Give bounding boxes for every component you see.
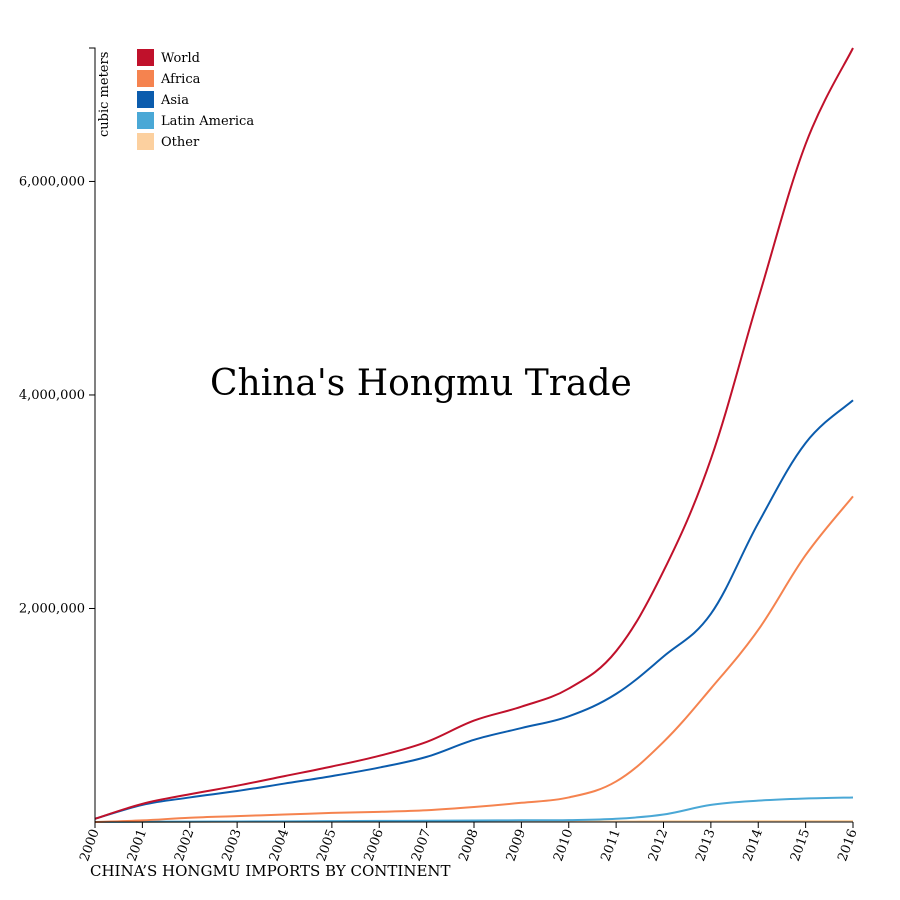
x-tick-label: 2006	[362, 827, 387, 863]
series-layer	[94, 47, 854, 823]
x-tick-label: 2000	[77, 827, 102, 863]
legend-swatch	[137, 133, 154, 150]
x-ticks: 2000 2001 2002 2003 2004 2005 2006 2007 2008 2009…	[77, 822, 861, 863]
x-tick-label: 2001	[125, 827, 150, 863]
y-ticks: 2,000,000 4,000,000 6,000,000	[19, 174, 95, 616]
x-axis-label: CHINA’S HONGMU IMPORTS BY CONTINENT	[90, 862, 451, 880]
legend-label: World	[161, 51, 200, 66]
series-line-world	[94, 47, 854, 820]
x-tick-label: 2007	[409, 827, 434, 863]
x-tick-label: 2015	[788, 827, 813, 863]
series-line-africa	[94, 495, 854, 823]
x-tick-label: 2014	[741, 827, 766, 863]
y-tick-label: 4,000,000	[19, 388, 85, 403]
x-tick-label: 2010	[551, 827, 576, 863]
x-tick-label: 2005	[314, 827, 339, 863]
chart-title: China's Hongmu Trade	[210, 363, 632, 404]
legend-label: Asia	[160, 93, 189, 108]
y-tick-label: 2,000,000	[19, 601, 85, 616]
series-line-latin-america	[94, 796, 854, 823]
x-tick-label: 2002	[172, 827, 197, 863]
legend-swatch	[137, 49, 154, 66]
y-axis-label: cubic meters	[97, 52, 112, 137]
x-tick-label: 2011	[598, 827, 623, 863]
legend: World Africa Asia Latin America Other	[137, 49, 254, 150]
x-tick-label: 2016	[835, 827, 860, 863]
x-tick-label: 2004	[267, 827, 292, 863]
x-tick-label: 2009	[504, 827, 529, 863]
legend-swatch	[137, 91, 154, 108]
legend-swatch	[137, 112, 154, 129]
legend-label: Africa	[160, 72, 201, 87]
x-tick-label: 2012	[646, 827, 671, 863]
x-tick-label: 2008	[456, 827, 481, 863]
x-tick-label: 2013	[693, 827, 718, 863]
x-tick-label: 2003	[219, 827, 244, 863]
series-line-asia	[94, 399, 854, 820]
legend-label: Latin America	[161, 114, 254, 129]
legend-label: Other	[161, 135, 200, 150]
y-axis	[89, 47, 96, 822]
legend-swatch	[137, 70, 154, 87]
y-tick-label: 6,000,000	[19, 174, 85, 189]
